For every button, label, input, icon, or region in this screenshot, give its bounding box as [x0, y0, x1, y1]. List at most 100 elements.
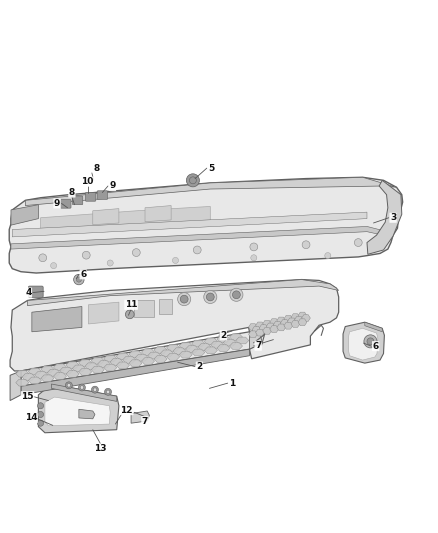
Polygon shape [78, 368, 92, 375]
Polygon shape [277, 324, 286, 331]
Polygon shape [141, 358, 155, 365]
Circle shape [38, 403, 44, 409]
Circle shape [50, 263, 57, 269]
Circle shape [233, 291, 240, 298]
Circle shape [367, 338, 374, 345]
Text: 10: 10 [81, 177, 94, 186]
Polygon shape [53, 364, 67, 370]
Polygon shape [9, 177, 403, 273]
Text: 8: 8 [69, 188, 75, 197]
Polygon shape [22, 374, 35, 381]
Polygon shape [291, 314, 300, 320]
Polygon shape [367, 180, 402, 254]
Polygon shape [249, 324, 257, 330]
FancyBboxPatch shape [97, 191, 108, 199]
Circle shape [364, 335, 377, 348]
Polygon shape [205, 338, 217, 345]
Polygon shape [263, 327, 272, 334]
Text: 7: 7 [255, 341, 261, 350]
Polygon shape [295, 317, 303, 323]
Polygon shape [32, 306, 82, 332]
Polygon shape [256, 329, 265, 336]
Polygon shape [284, 322, 293, 329]
Polygon shape [223, 339, 236, 346]
Circle shape [204, 290, 217, 303]
Text: 5: 5 [208, 164, 214, 173]
Text: 9: 9 [54, 199, 60, 208]
Polygon shape [21, 349, 250, 395]
Polygon shape [16, 370, 29, 377]
Circle shape [178, 293, 191, 305]
Polygon shape [98, 361, 110, 368]
Polygon shape [131, 411, 149, 423]
Circle shape [193, 246, 201, 254]
Circle shape [230, 288, 243, 301]
Polygon shape [252, 326, 261, 333]
Polygon shape [41, 375, 54, 382]
Polygon shape [236, 337, 249, 344]
Circle shape [67, 384, 71, 387]
Polygon shape [93, 208, 119, 225]
Polygon shape [287, 318, 296, 325]
Circle shape [189, 177, 196, 184]
Circle shape [38, 411, 44, 417]
Polygon shape [41, 206, 210, 234]
Polygon shape [273, 321, 282, 328]
Circle shape [82, 251, 90, 259]
Text: 8: 8 [93, 164, 99, 173]
Circle shape [38, 420, 44, 426]
Polygon shape [135, 354, 148, 361]
Text: 1: 1 [229, 378, 235, 387]
Polygon shape [145, 206, 171, 222]
Polygon shape [185, 346, 198, 352]
Circle shape [186, 174, 199, 187]
Text: 2: 2 [220, 331, 226, 340]
Circle shape [132, 249, 140, 256]
Circle shape [65, 382, 72, 389]
Polygon shape [66, 361, 79, 368]
Polygon shape [72, 365, 85, 372]
Polygon shape [91, 366, 104, 373]
Text: 7: 7 [142, 416, 148, 425]
Polygon shape [53, 373, 67, 379]
Polygon shape [134, 301, 154, 317]
FancyBboxPatch shape [60, 199, 71, 208]
Text: 4: 4 [25, 288, 32, 297]
Circle shape [354, 239, 362, 246]
Polygon shape [270, 319, 279, 326]
Polygon shape [129, 360, 142, 367]
Polygon shape [66, 370, 79, 377]
Circle shape [105, 389, 112, 395]
Polygon shape [110, 359, 123, 366]
Text: 15: 15 [21, 392, 34, 401]
Polygon shape [249, 331, 257, 338]
Text: 12: 12 [120, 406, 133, 415]
Polygon shape [298, 319, 307, 326]
Polygon shape [211, 342, 224, 348]
Polygon shape [192, 340, 205, 347]
Text: 13: 13 [94, 444, 107, 453]
Circle shape [250, 243, 258, 251]
Polygon shape [179, 342, 192, 349]
Polygon shape [166, 344, 180, 351]
Polygon shape [117, 362, 129, 369]
Polygon shape [45, 397, 110, 426]
Polygon shape [11, 205, 39, 225]
Text: 14: 14 [25, 414, 37, 423]
Polygon shape [141, 349, 155, 356]
Circle shape [39, 254, 47, 262]
Polygon shape [263, 320, 272, 327]
Circle shape [125, 310, 134, 319]
Polygon shape [47, 369, 60, 376]
Polygon shape [291, 320, 300, 327]
Polygon shape [284, 316, 293, 322]
Polygon shape [117, 353, 129, 360]
Polygon shape [41, 366, 54, 373]
Polygon shape [28, 377, 41, 384]
FancyBboxPatch shape [28, 286, 43, 297]
FancyBboxPatch shape [85, 192, 96, 201]
Polygon shape [349, 328, 378, 360]
Polygon shape [277, 317, 286, 324]
Circle shape [92, 386, 99, 393]
Polygon shape [192, 349, 205, 356]
